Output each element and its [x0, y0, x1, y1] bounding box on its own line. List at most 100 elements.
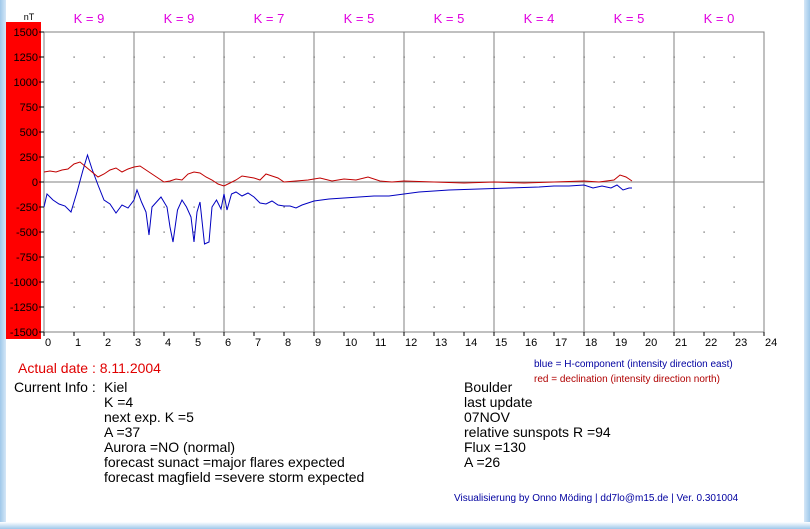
grid-dot	[373, 56, 375, 58]
grid-dot	[73, 206, 75, 208]
grid-dot	[253, 281, 255, 283]
grid-dot	[373, 106, 375, 108]
x-tick-label: 2	[105, 337, 111, 349]
grid-dot	[523, 81, 525, 83]
y-tick-label: 1500	[14, 27, 38, 39]
grid-dot	[553, 306, 555, 308]
grid-dot	[283, 131, 285, 133]
grid-dot	[523, 131, 525, 133]
grid-dot	[433, 81, 435, 83]
grid-dot	[583, 131, 585, 133]
grid-dot	[733, 131, 735, 133]
grid-dot	[403, 256, 405, 258]
grid-dot	[493, 106, 495, 108]
grid-dot	[343, 131, 345, 133]
grid-dot	[133, 231, 135, 233]
grid-dot	[673, 81, 675, 83]
x-tick-label: 13	[435, 337, 447, 349]
boulder-info-line: last update	[464, 394, 533, 410]
grid-dot	[163, 206, 165, 208]
grid-dot	[223, 306, 225, 308]
grid-dot	[223, 131, 225, 133]
window-bottom-edge	[0, 522, 810, 529]
grid-dot	[493, 131, 495, 133]
grid-dot	[103, 106, 105, 108]
grid-dot	[103, 231, 105, 233]
kiel-info-line: next exp. K =5	[104, 409, 194, 425]
unit-label: nT	[24, 12, 35, 22]
grid-dot	[373, 256, 375, 258]
grid-dot	[463, 131, 465, 133]
x-tick-label: 21	[675, 337, 687, 349]
grid-dot	[133, 206, 135, 208]
boulder-info-block: Boulder last update 07NOV relative sunspots…	[464, 380, 611, 470]
grid-dot	[313, 306, 315, 308]
x-tick-label: 6	[225, 337, 231, 349]
grid-dot	[493, 81, 495, 83]
grid-dot	[373, 156, 375, 158]
grid-dot	[613, 231, 615, 233]
grid-dot	[133, 106, 135, 108]
grid-dot	[253, 156, 255, 158]
grid-dot	[583, 206, 585, 208]
grid-dot	[403, 81, 405, 83]
k-index-label: K = 9	[74, 11, 105, 26]
actual-date: Actual date : 8.11.2004	[18, 360, 161, 376]
grid-dot	[553, 256, 555, 258]
grid-dot	[643, 81, 645, 83]
grid-layer	[43, 31, 765, 333]
grid-dot	[343, 281, 345, 283]
grid-dot	[253, 306, 255, 308]
grid-dot	[493, 206, 495, 208]
x-tick-label: 0	[45, 337, 51, 349]
grid-dot	[313, 56, 315, 58]
x-tick-label: 4	[165, 337, 171, 349]
grid-dot	[163, 81, 165, 83]
grid-dot	[163, 56, 165, 58]
grid-dot	[133, 156, 135, 158]
grid-dot	[223, 256, 225, 258]
grid-dot	[343, 56, 345, 58]
grid-dot	[433, 131, 435, 133]
grid-dot	[643, 156, 645, 158]
x-tick-label: 12	[405, 337, 417, 349]
grid-dot	[583, 306, 585, 308]
grid-dot	[643, 56, 645, 58]
grid-dot	[703, 131, 705, 133]
y-tick-label: 1000	[14, 77, 38, 89]
grid-dot	[73, 106, 75, 108]
grid-dot	[103, 156, 105, 158]
grid-dot	[703, 306, 705, 308]
grid-dot	[163, 281, 165, 283]
grid-dot	[283, 81, 285, 83]
grid-dot	[673, 281, 675, 283]
grid-dot	[103, 131, 105, 133]
grid-dot	[73, 131, 75, 133]
y-tick-label: 1250	[14, 52, 38, 64]
grid-dot	[403, 206, 405, 208]
grid-dot	[583, 256, 585, 258]
x-tick-label: 1	[75, 337, 81, 349]
grid-dot	[703, 256, 705, 258]
grid-dot	[613, 56, 615, 58]
grid-dot	[73, 281, 75, 283]
grid-dot	[283, 106, 285, 108]
grid-dot	[493, 56, 495, 58]
grid-dot	[673, 256, 675, 258]
boulder-info-line: Boulder	[464, 379, 513, 395]
grid-dot	[343, 106, 345, 108]
x-tick-label: 17	[555, 337, 567, 349]
grid-dot	[193, 306, 195, 308]
grid-dot	[223, 156, 225, 158]
boulder-info-line: Flux =130	[464, 439, 526, 455]
grid-dot	[313, 156, 315, 158]
grid-dot	[73, 231, 75, 233]
grid-dot	[163, 231, 165, 233]
series-layer	[43, 153, 633, 245]
grid-dot	[523, 156, 525, 158]
grid-dot	[193, 56, 195, 58]
grid-dot	[373, 206, 375, 208]
grid-dot	[493, 306, 495, 308]
grid-dot	[433, 306, 435, 308]
grid-dot	[343, 306, 345, 308]
